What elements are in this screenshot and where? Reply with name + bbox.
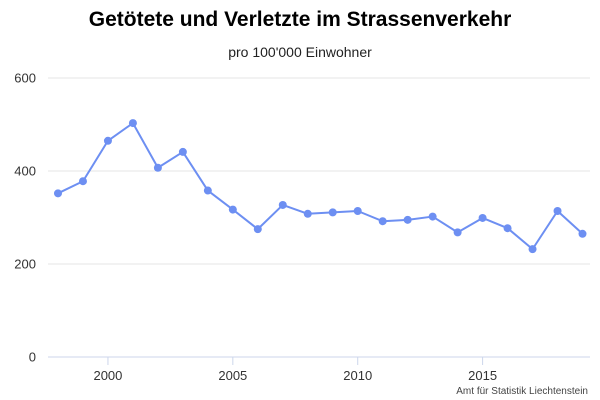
- data-point[interactable]: [578, 229, 587, 238]
- data-point[interactable]: [228, 205, 237, 214]
- data-point[interactable]: [128, 119, 137, 128]
- y-tick-label: 0: [29, 350, 36, 365]
- data-point[interactable]: [353, 206, 362, 215]
- x-tick-label: 2015: [468, 368, 497, 383]
- series-layer: [56, 122, 584, 251]
- data-point[interactable]: [153, 163, 162, 172]
- data-point[interactable]: [253, 225, 262, 234]
- data-point[interactable]: [78, 177, 87, 186]
- chart-credit: Amt für Statistik Liechtenstein: [456, 386, 588, 397]
- x-tick-label: 2000: [93, 368, 122, 383]
- chart-subtitle: pro 100'000 Einwohner: [228, 44, 372, 60]
- data-point[interactable]: [278, 200, 287, 209]
- y-axis-labels: 0 200 400 600: [14, 71, 36, 365]
- data-point[interactable]: [203, 186, 212, 195]
- data-point[interactable]: [553, 206, 562, 215]
- y-tick-label: 200: [14, 257, 36, 272]
- x-axis: 2000 2005 2010 2015: [48, 356, 590, 383]
- data-point[interactable]: [378, 217, 387, 226]
- data-point[interactable]: [178, 147, 187, 156]
- data-point[interactable]: [453, 228, 462, 237]
- data-point[interactable]: [528, 245, 537, 254]
- data-point[interactable]: [53, 189, 62, 198]
- data-point[interactable]: [478, 213, 487, 222]
- data-point[interactable]: [428, 212, 437, 221]
- grid-lines: [48, 77, 590, 265]
- y-tick-label: 600: [14, 71, 36, 86]
- data-point[interactable]: [403, 215, 412, 224]
- x-tick-label: 2010: [343, 368, 372, 383]
- y-tick-label: 400: [14, 164, 36, 179]
- x-tick-label: 2005: [218, 368, 247, 383]
- series-line: [56, 122, 584, 251]
- chart-title: Getötete und Verletzte im Strassenverkeh…: [89, 8, 512, 31]
- data-point[interactable]: [103, 136, 112, 145]
- data-points: [53, 119, 587, 254]
- data-point[interactable]: [328, 208, 337, 217]
- data-point[interactable]: [303, 209, 312, 218]
- data-point[interactable]: [503, 224, 512, 233]
